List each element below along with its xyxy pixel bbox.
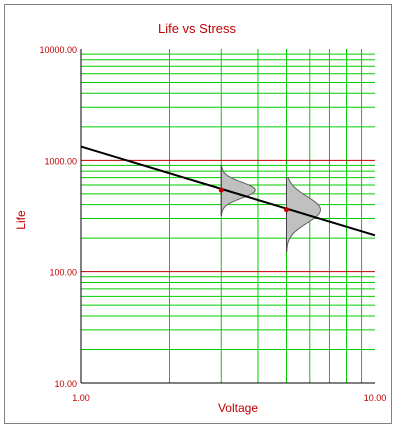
- x-tick-label: 10.00: [364, 393, 387, 403]
- x-tick-labels: 1.00 10.00: [72, 393, 386, 403]
- life-stress-line: [80, 145, 376, 237]
- x-axis-label: Voltage: [218, 401, 258, 415]
- life-vs-stress-chart: Life vs Stress 10000.00 1000.00 100.00 10.0…: [14, 21, 386, 415]
- pdf-curve-2: [285, 177, 322, 253]
- y-tick-label: 100.00: [49, 268, 77, 278]
- y-tick-label: 10000.00: [39, 45, 77, 55]
- pdf-curve-1: [220, 164, 256, 216]
- series: [80, 145, 376, 237]
- distributions: [220, 164, 322, 253]
- data-point-2: [283, 207, 289, 213]
- y-tick-labels: 10000.00 1000.00 100.00 10.00: [39, 45, 77, 389]
- chart-title: Life vs Stress: [158, 21, 237, 36]
- y-tick-label: 10.00: [54, 379, 77, 389]
- x-tick-label: 1.00: [72, 393, 90, 403]
- data-point-1: [218, 187, 224, 193]
- axes: [80, 49, 375, 384]
- y-axis-label: Life: [14, 210, 28, 230]
- chart-frame: Life vs Stress 10000.00 1000.00 100.00 10.0…: [4, 4, 392, 424]
- grid: [81, 49, 375, 383]
- y-tick-label: 1000.00: [44, 156, 77, 166]
